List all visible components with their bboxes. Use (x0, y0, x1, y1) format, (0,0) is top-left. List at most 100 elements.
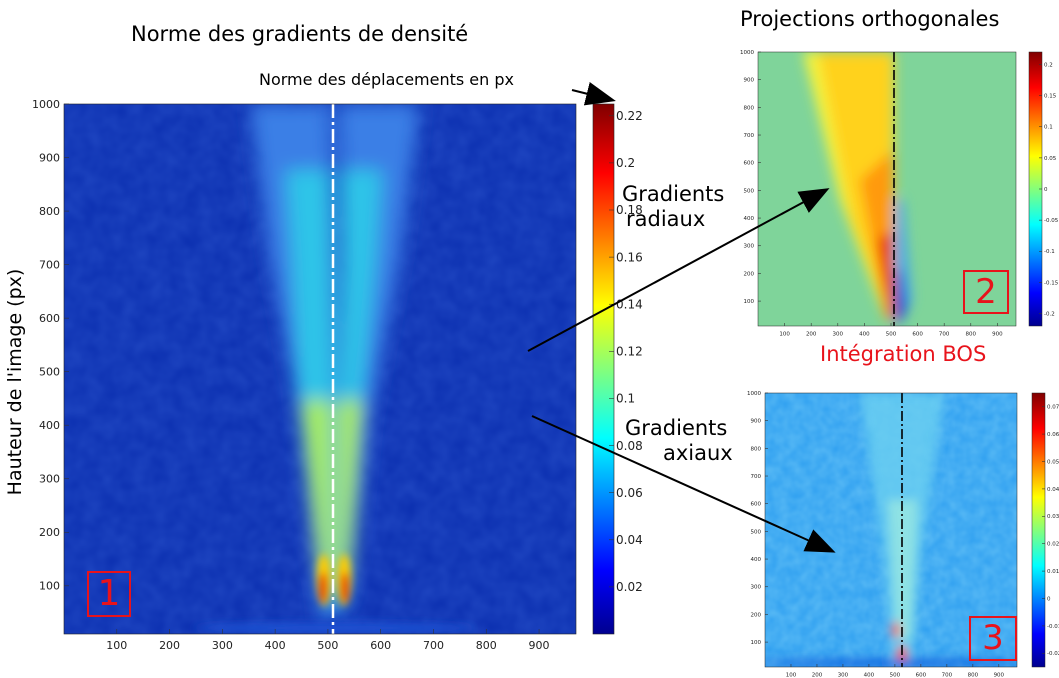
y-tick-label: 100 (751, 640, 762, 646)
x-tick-label: 100 (779, 332, 790, 338)
y-tick-label: 500 (39, 366, 60, 379)
x-tick-label: 400 (859, 332, 870, 338)
y-tick-label: 700 (751, 474, 762, 480)
y-tick-label: 300 (744, 244, 755, 250)
panel2-y-ticks: 100 200 300 400 500 600 700 800 900 1000 (740, 50, 761, 305)
y-tick-label: 400 (751, 557, 762, 563)
y-tick-label: 100 (39, 580, 60, 593)
radial-gradients-line1: Gradients (622, 182, 725, 206)
colorbar-tick-label: -0.01 (1047, 624, 1059, 630)
x-tick-label: 600 (916, 673, 927, 678)
x-tick-label: 400 (265, 639, 286, 652)
colorbar-title: Norme des déplacements en px (259, 70, 514, 89)
panel2-x-ticks: 100 200 300 400 500 600 700 800 900 (779, 323, 1003, 338)
colorbar-tick-label: -0.15 (1044, 280, 1059, 286)
panel2-colorbar-ticks: -0.2 -0.15 -0.1 -0.05 0 0.05 0.1 0.15 0.2 (1039, 62, 1059, 317)
panel1-x-ticks: 100 200 300 400 500 600 700 800 900 (106, 629, 550, 652)
y-tick-label: 600 (39, 312, 60, 325)
radial-gradients-line2: radiaux (626, 207, 706, 231)
colorbar-tick-label: 0.22 (616, 109, 643, 123)
colorbar-tick-label: 0.1 (1044, 125, 1053, 131)
panel1-y-ticks: 100 200 300 400 500 600 700 800 900 1000 (32, 98, 69, 593)
colorbar-tick-label: 0.2 (616, 156, 635, 170)
colorbar-tick-label: 0.08 (616, 439, 643, 453)
y-tick-label: 800 (39, 205, 60, 218)
colorbar-arrow (571, 82, 616, 106)
axial-gradients-label: Gradients axiaux (625, 416, 733, 466)
colorbar-tick-label: -0.02 (1047, 651, 1059, 657)
y-tick-label: 700 (744, 133, 755, 139)
colorbar-tick-label: 0.02 (616, 580, 643, 594)
colorbar-tick-label: 0.1 (616, 392, 635, 406)
colorbar-tick-label: 0.01 (1047, 569, 1059, 575)
y-tick-label: 300 (751, 585, 762, 591)
integration-label: Intégration BOS (820, 342, 987, 366)
axial-arrow (531, 415, 836, 553)
colorbar-tick-label: 0.04 (616, 533, 643, 547)
radial-gradients-label: Gradients radiaux (622, 182, 724, 232)
x-tick-label: 700 (423, 639, 444, 652)
x-tick-label: 300 (212, 639, 233, 652)
left-title: Norme des gradients de densité (131, 22, 469, 46)
axial-gradients-line2: axiaux (663, 441, 733, 465)
colorbar-tick-label: 0.14 (616, 297, 643, 311)
colorbar-tick-label: 0.05 (1044, 156, 1057, 162)
y-tick-label: 900 (751, 419, 762, 425)
panel3-x-ticks: 100 200 300 400 500 600 700 800 900 (786, 664, 1005, 678)
x-tick-label: 800 (968, 673, 979, 678)
y-tick-label: 500 (751, 529, 762, 535)
y-tick-label: 200 (39, 526, 60, 539)
colorbar-tick-label: -0.05 (1044, 218, 1059, 224)
y-tick-label: 200 (751, 612, 762, 618)
x-tick-label: 300 (838, 673, 849, 678)
colorbar-tick-label: 0.12 (616, 345, 643, 359)
x-tick-label: 800 (966, 332, 977, 338)
colorbar-tick-label: 0.04 (1047, 487, 1059, 493)
y-tick-label: 300 (39, 473, 60, 486)
x-tick-label: 500 (890, 673, 901, 678)
x-tick-label: 800 (476, 639, 497, 652)
colorbar-tick-label: 0 (1044, 187, 1048, 193)
x-tick-label: 700 (939, 332, 950, 338)
colorbar-tick-label: 0.02 (1047, 542, 1059, 548)
y-tick-label: 1000 (747, 391, 761, 397)
x-tick-label: 500 (317, 639, 338, 652)
y-tick-label: 600 (751, 502, 762, 508)
axial-gradients-line1: Gradients (625, 416, 728, 440)
x-tick-label: 900 (992, 332, 1003, 338)
colorbar-tick-label: 0.05 (1047, 459, 1059, 465)
panel-label-2: 2 (963, 270, 1009, 314)
panel1-colorbar (592, 103, 615, 635)
radial-arrow (527, 188, 830, 352)
x-tick-label: 900 (529, 639, 550, 652)
panel3-colorbar (1031, 392, 1046, 668)
x-tick-label: 600 (370, 639, 391, 652)
right-title: Projections orthogonales (740, 7, 1000, 31)
x-tick-label: 200 (806, 332, 817, 338)
y-tick-label: 1000 (32, 98, 60, 111)
colorbar-tick-label: 0.06 (1047, 432, 1059, 438)
panel3-y-ticks: 100 200 300 400 500 600 700 800 900 1000 (747, 391, 768, 646)
y-tick-label: 800 (751, 446, 762, 452)
x-tick-label: 400 (864, 673, 875, 678)
x-tick-label: 500 (886, 332, 897, 338)
x-tick-label: 200 (812, 673, 823, 678)
colorbar-tick-label: 0.16 (616, 250, 643, 264)
y-tick-label: 400 (39, 419, 60, 432)
colorbar-tick-label: 0.06 (616, 486, 643, 500)
x-tick-label: 100 (786, 673, 797, 678)
colorbar-tick-label: 0.07 (1047, 405, 1059, 411)
y-tick-label: 900 (39, 151, 60, 164)
x-tick-label: 200 (159, 639, 180, 652)
y-tick-label: 800 (744, 105, 755, 111)
x-tick-label: 600 (912, 332, 923, 338)
x-tick-label: 300 (833, 332, 844, 338)
x-tick-label: 700 (942, 673, 953, 678)
y-tick-label: 200 (744, 271, 755, 277)
colorbar-tick-label: 0.18 (616, 203, 643, 217)
y-tick-label: 100 (744, 299, 755, 305)
panel3-colorbar-ticks: -0.02 -0.01 0 0.01 0.02 0.03 0.04 0.05 0.06 0.07 (1042, 405, 1059, 657)
y-tick-label: 600 (744, 161, 755, 167)
colorbar-tick-label: -0.2 (1044, 311, 1055, 317)
